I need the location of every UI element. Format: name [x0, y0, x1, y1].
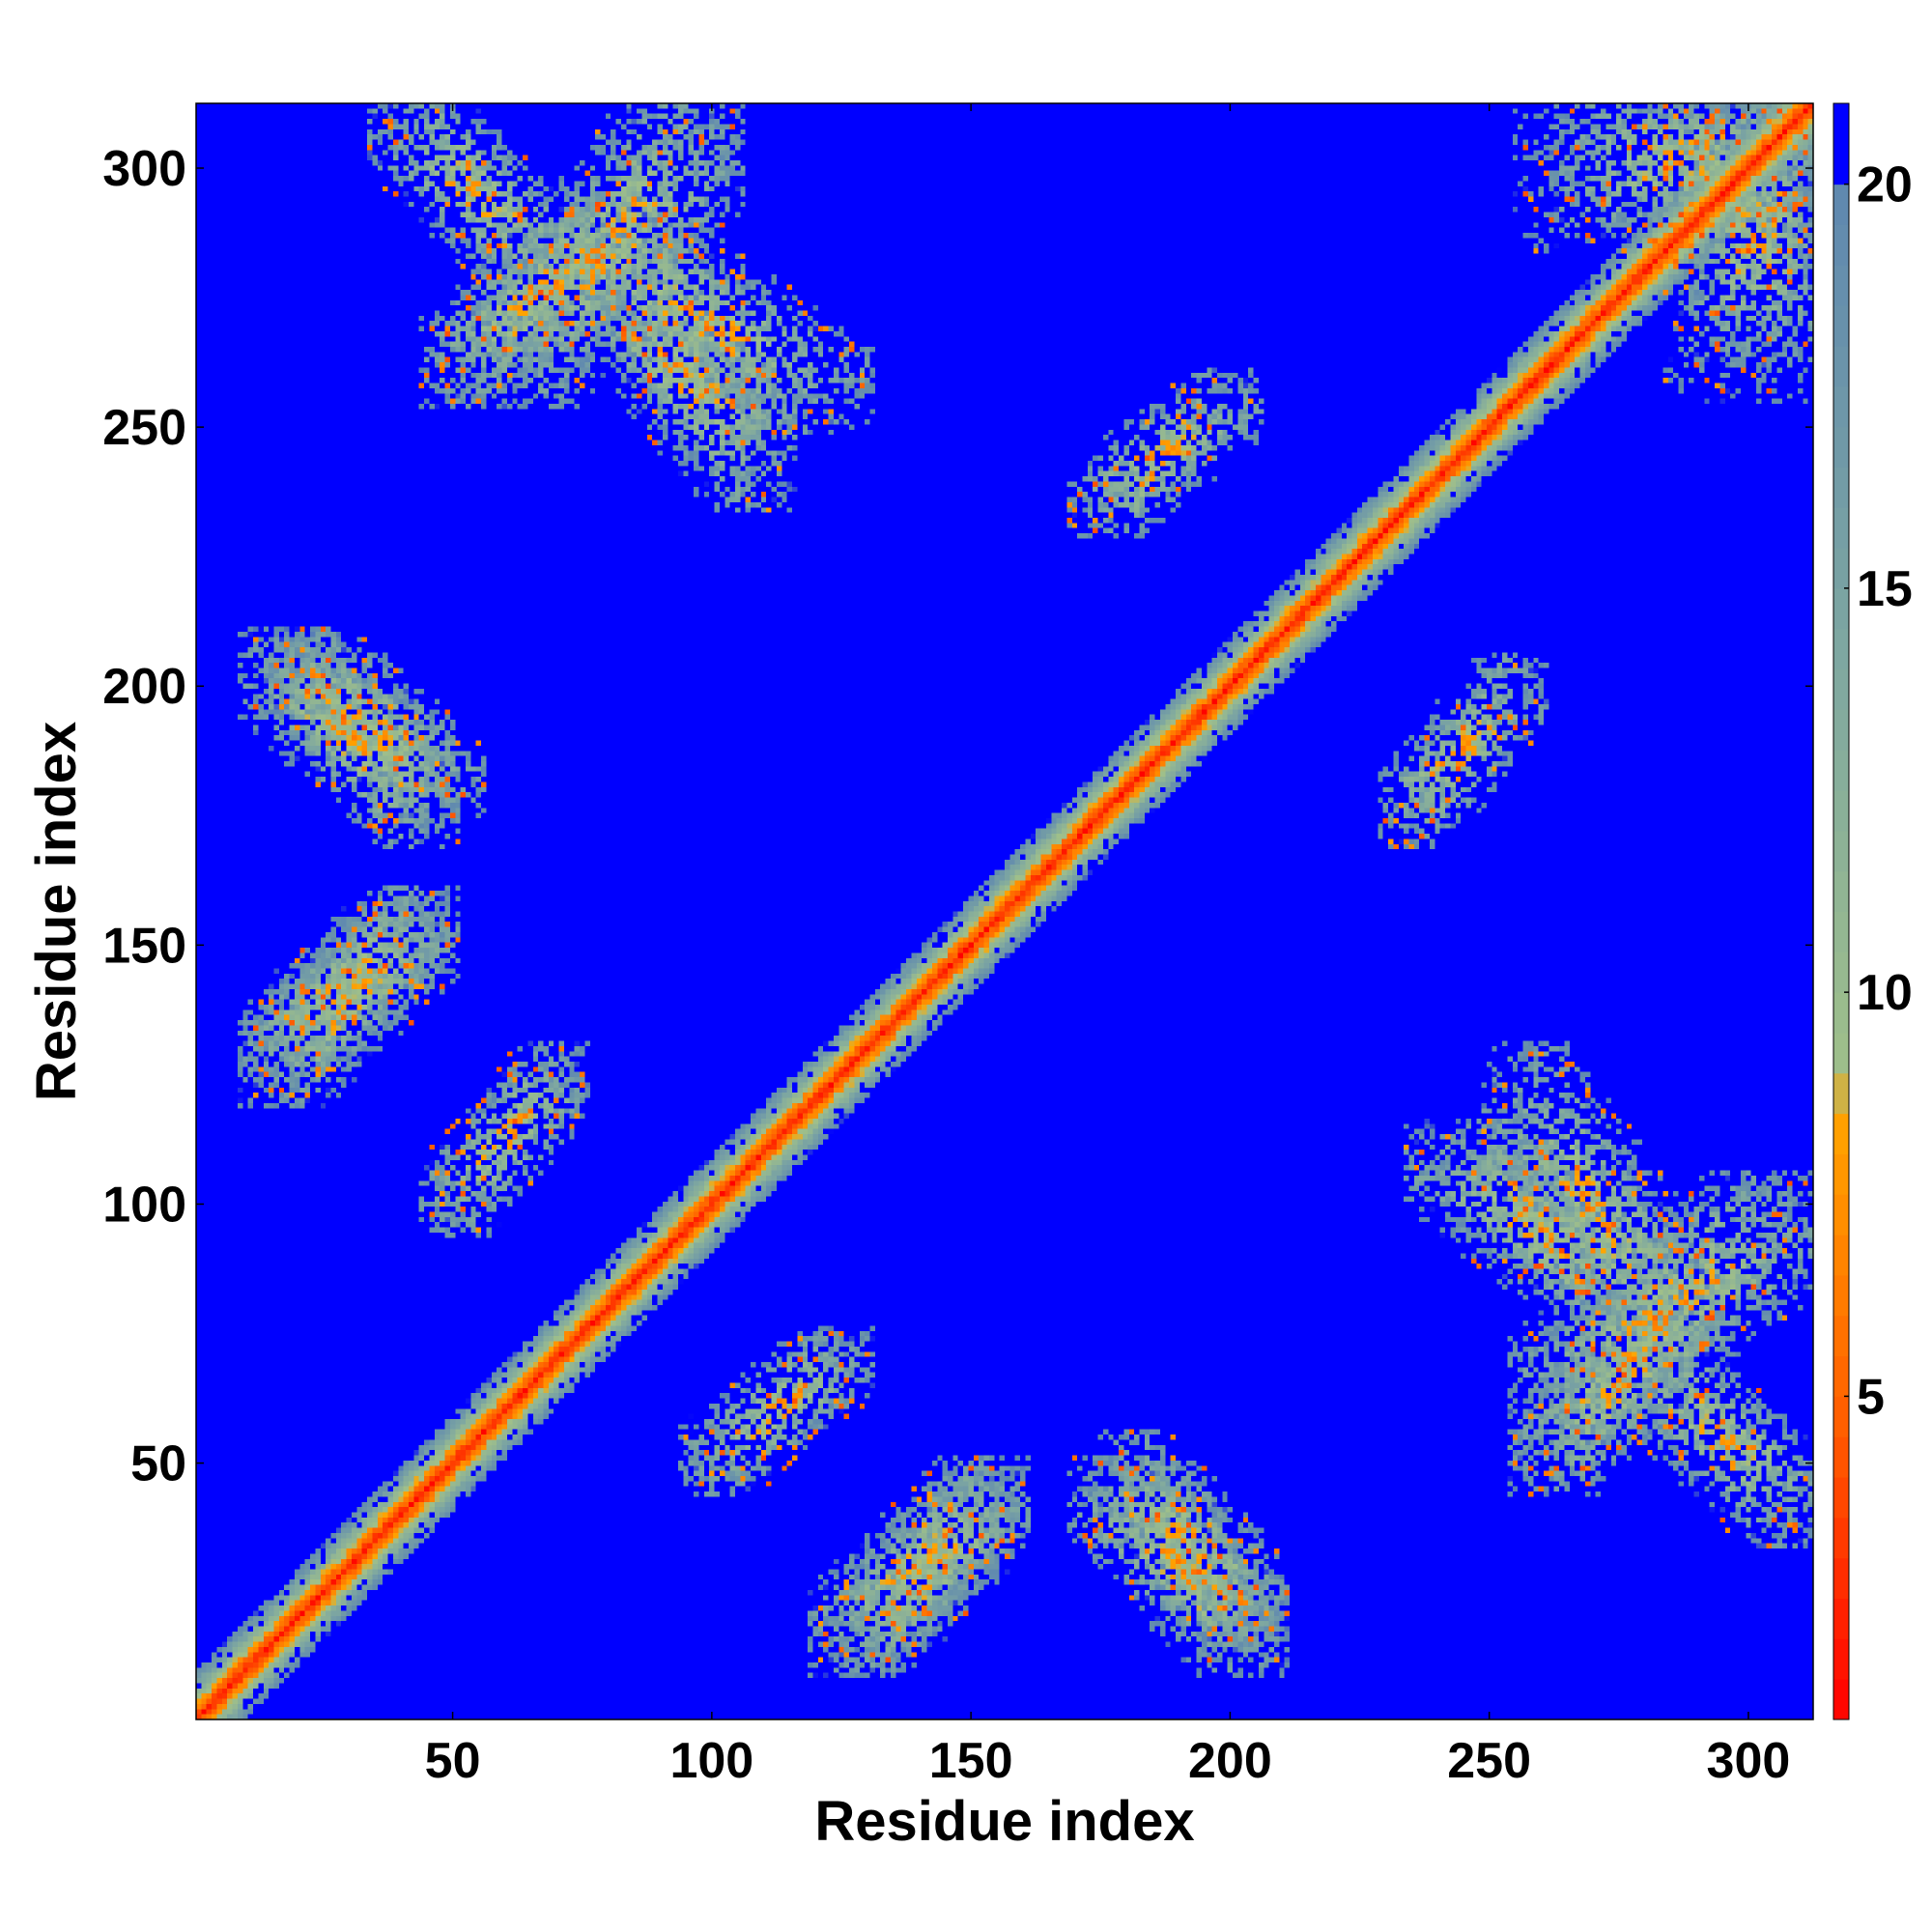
colorbar-segment	[1833, 992, 1849, 1034]
heatmap-cells	[196, 103, 1813, 1719]
colorbar-segment	[1833, 790, 1849, 832]
colorbar-segment	[1833, 1477, 1849, 1519]
colorbar-segment	[1833, 911, 1849, 952]
colorbar-segment	[1833, 265, 1849, 306]
colorbar-tick-label: 10	[1857, 965, 1913, 1021]
colorbar-segment	[1833, 1638, 1849, 1680]
colorbar-segment	[1833, 1113, 1849, 1154]
colorbar-tick-label: 15	[1857, 561, 1913, 617]
colorbar: 5 10 15 20	[1833, 102, 1913, 1720]
colorbar-segment	[1833, 467, 1849, 508]
colorbar-segment	[1833, 1436, 1849, 1478]
colorbar-segment	[1833, 305, 1849, 347]
y-tick-label: 100	[102, 1177, 186, 1233]
colorbar-segment	[1833, 587, 1849, 630]
x-tick-label: 50	[425, 1733, 481, 1789]
colorbar-tick-label: 5	[1857, 1369, 1885, 1425]
colorbar-segment	[1833, 628, 1849, 670]
colorbar-frame	[1833, 102, 1850, 1720]
colorbar-segment	[1833, 952, 1849, 993]
y-tick-label: 250	[102, 400, 186, 456]
x-axis-title: Residue index	[814, 1790, 1194, 1853]
x-axis-ticks: 50 100 150 200 250 300	[425, 103, 1791, 1789]
x-tick-label: 150	[929, 1733, 1013, 1789]
colorbar-segment	[1833, 1517, 1849, 1559]
colorbar-segment	[1833, 1274, 1849, 1317]
colorbar-segment	[1833, 224, 1849, 266]
x-tick-label: 300	[1707, 1733, 1791, 1789]
colorbar-segment	[1833, 1032, 1849, 1074]
colorbar-segment	[1833, 103, 1849, 145]
colorbar-segment	[1833, 426, 1849, 468]
x-tick-label: 250	[1447, 1733, 1531, 1789]
colorbar-segment	[1833, 507, 1849, 549]
colorbar-segment	[1833, 1355, 1849, 1397]
colorbar-segment	[1833, 385, 1849, 428]
colorbar-tick-label: 20	[1857, 157, 1913, 213]
colorbar-segment	[1833, 709, 1849, 751]
colorbar-segment	[1833, 1396, 1849, 1437]
heatmap-image	[196, 103, 1813, 1719]
x-tick-label: 200	[1188, 1733, 1272, 1789]
y-tick-label: 300	[102, 141, 186, 197]
plot-frame	[195, 102, 1814, 1720]
colorbar-segment	[1833, 668, 1849, 710]
colorbar-segment	[1833, 830, 1849, 872]
colorbar-segment	[1833, 1598, 1849, 1639]
colorbar-segment	[1833, 143, 1849, 185]
y-tick-label: 150	[102, 918, 186, 974]
y-axis-ticks: 50 100 150 200 250 300	[102, 141, 1813, 1492]
y-tick-label: 200	[102, 659, 186, 715]
y-tick-label: 50	[130, 1436, 186, 1492]
colorbar-segment	[1833, 1679, 1849, 1720]
colorbar-segment	[1833, 345, 1849, 387]
colorbar-segment	[1833, 1194, 1849, 1236]
colorbar-segment	[1833, 750, 1849, 791]
colorbar-segment	[1833, 1557, 1849, 1600]
colorbar-segment	[1833, 1235, 1849, 1276]
colorbar-segment	[1833, 184, 1849, 225]
colorbar-segment	[1833, 1153, 1849, 1195]
colorbar-segment	[1833, 870, 1849, 912]
colorbar-segment	[1833, 548, 1849, 589]
x-tick-label: 100	[669, 1733, 753, 1789]
colorbar-segment	[1833, 1315, 1849, 1357]
y-axis-title: Residue index	[25, 722, 88, 1101]
colorbar-segment	[1833, 1072, 1849, 1115]
